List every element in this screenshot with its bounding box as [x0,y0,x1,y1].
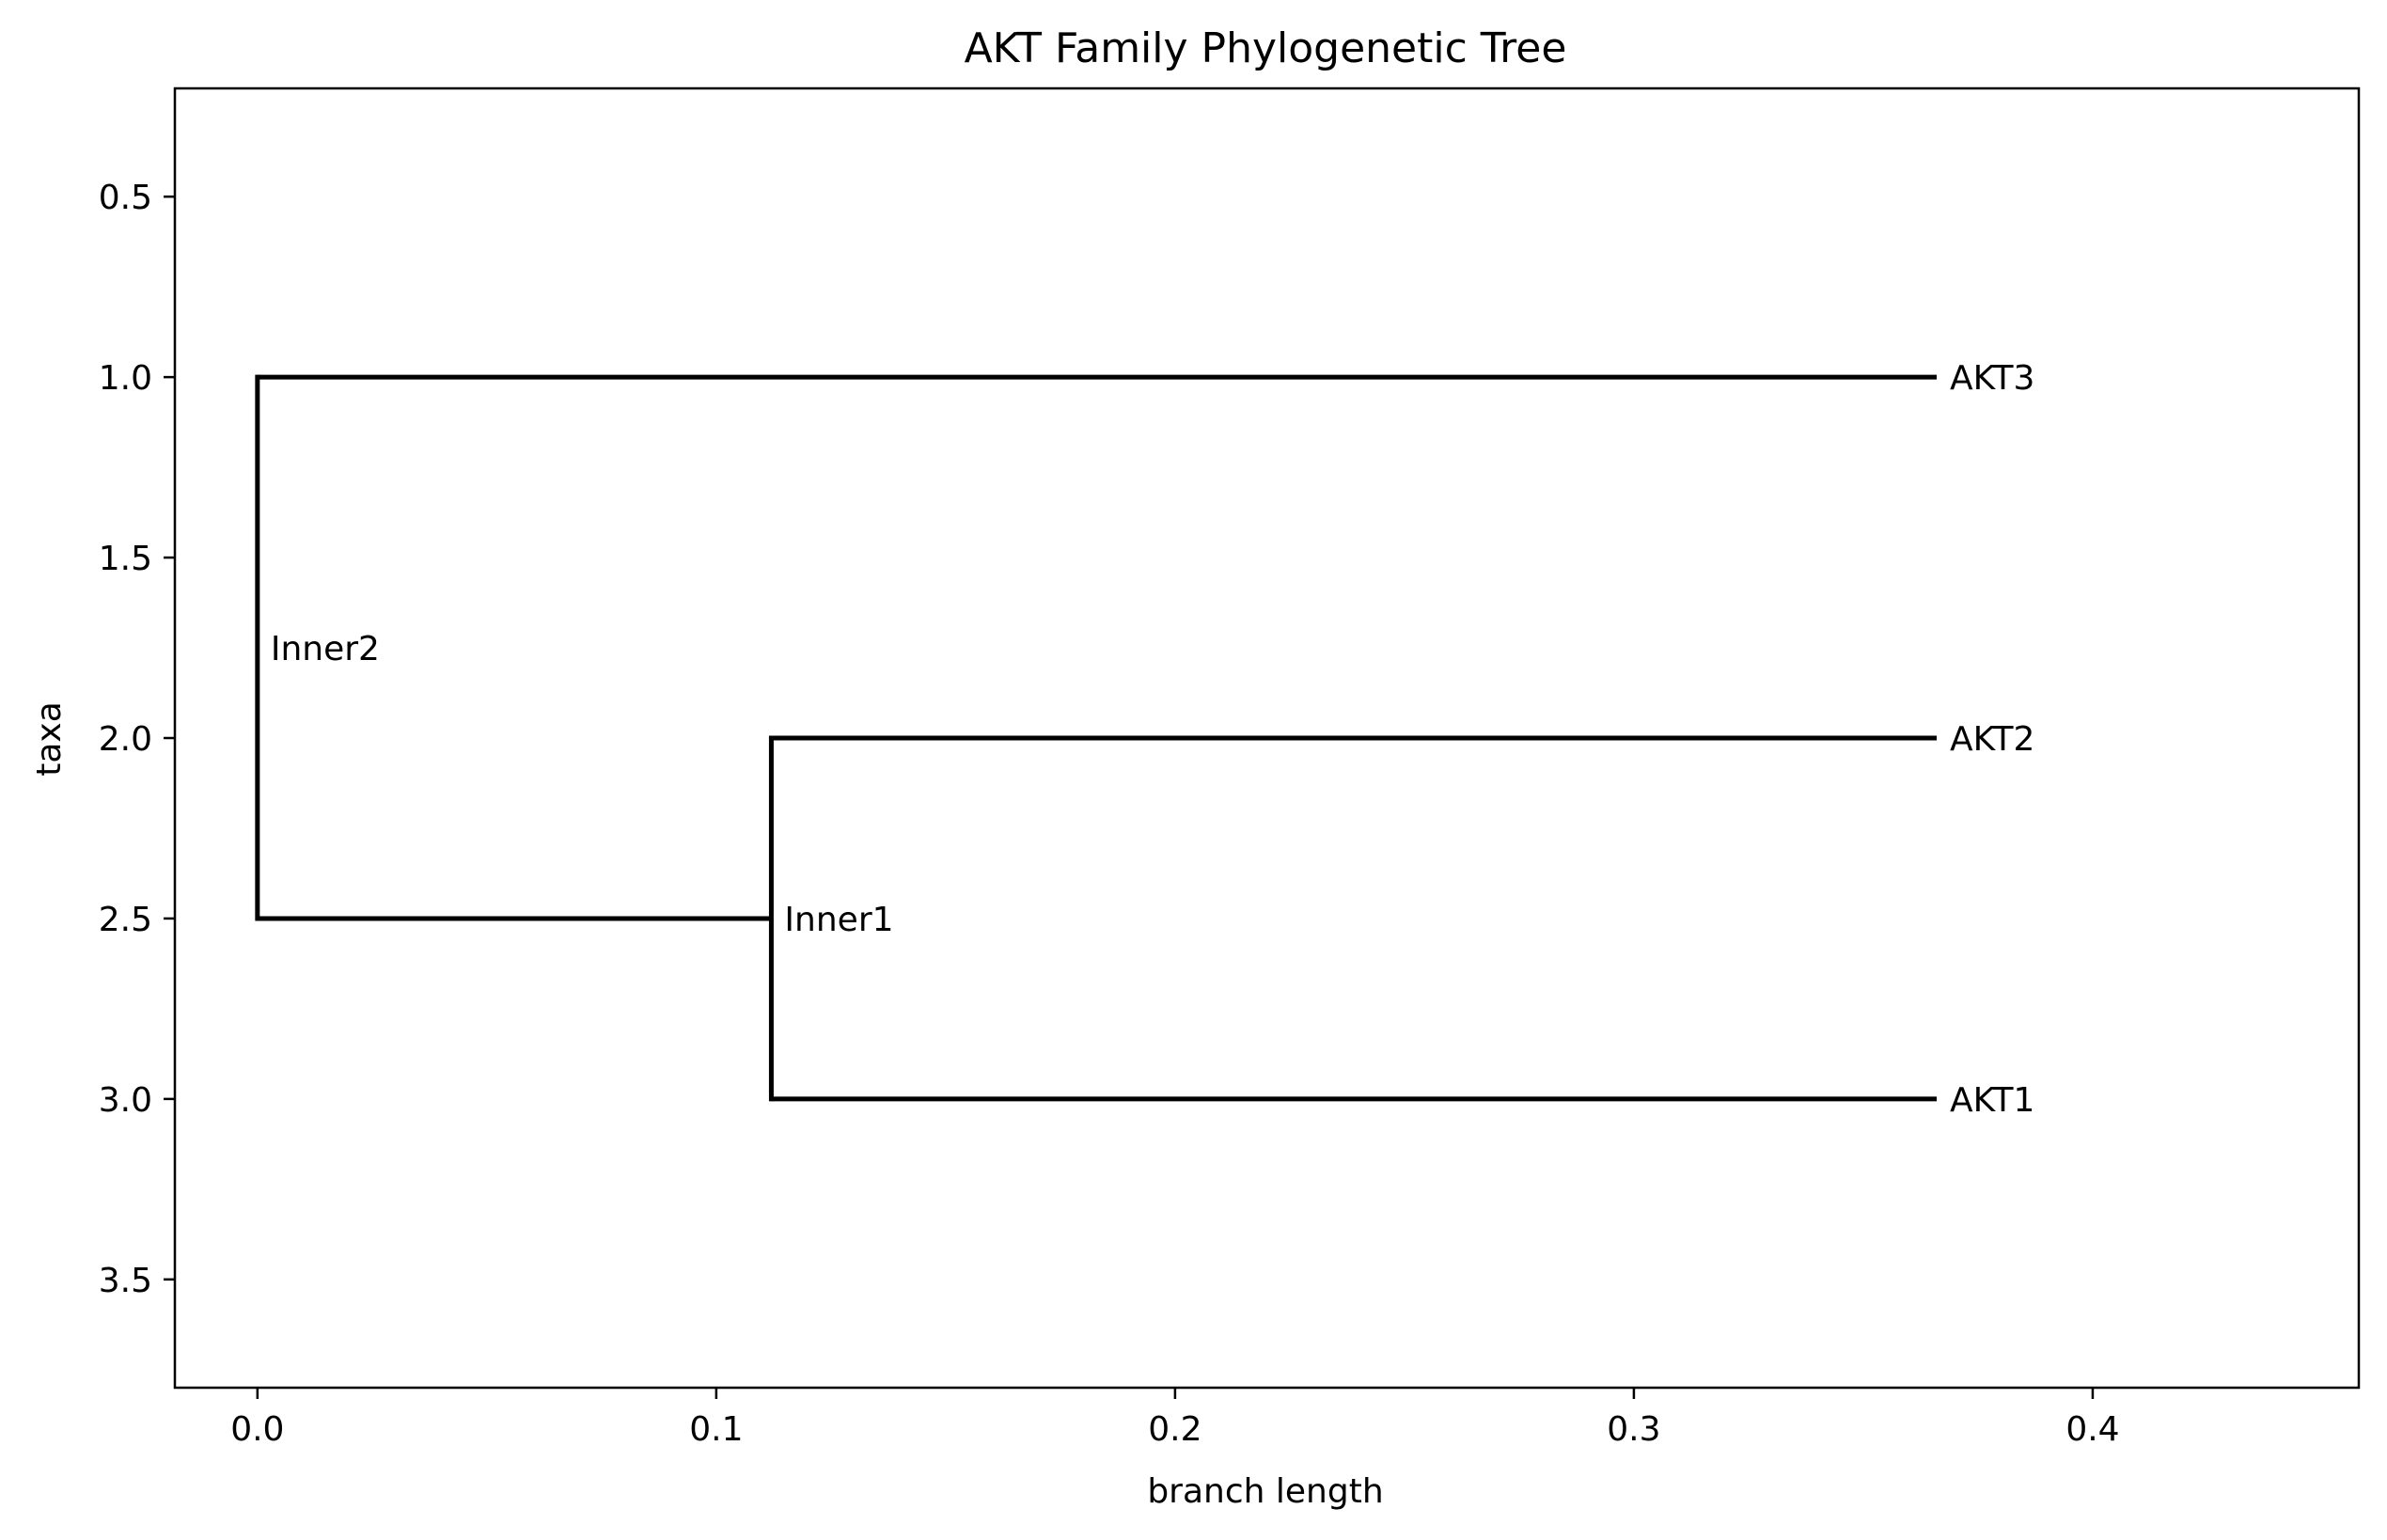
y-axis-ticks: 0.5 1.0 1.5 2.0 2.5 3.0 3.5 [99,179,175,1300]
x-tick-label: 0.1 [689,1410,743,1449]
y-tick-label: 1.5 [99,540,152,578]
y-tick-label: 2.0 [99,720,152,759]
chart-title: AKT Family Phylogenetic Tree [965,24,1567,72]
x-tick-label: 0.2 [1148,1410,1201,1449]
x-axis-label: branch length [1147,1472,1383,1511]
y-tick-label: 0.5 [99,179,152,217]
x-tick-label: 0.0 [230,1410,284,1449]
y-tick-label: 2.5 [99,901,152,939]
leaf-label-akt1: AKT1 [1950,1081,2034,1120]
leaf-label-akt3: AKT3 [1950,359,2034,398]
y-tick-label: 3.0 [99,1081,152,1120]
x-tick-label: 0.4 [2065,1410,2119,1449]
x-axis-ticks: 0.0 0.1 0.2 0.3 0.4 [230,1388,2120,1449]
node-label-inner2: Inner2 [271,630,380,668]
x-tick-label: 0.3 [1607,1410,1660,1449]
tree-branches [255,374,1938,1102]
tree-node-labels: Inner2 Inner1 AKT3 AKT2 AKT1 [271,359,2035,1120]
y-tick-label: 1.0 [99,359,152,398]
node-label-inner1: Inner1 [784,901,893,939]
y-axis-label: taxa [30,701,69,777]
leaf-label-akt2: AKT2 [1950,720,2034,759]
y-tick-label: 3.5 [99,1262,152,1300]
